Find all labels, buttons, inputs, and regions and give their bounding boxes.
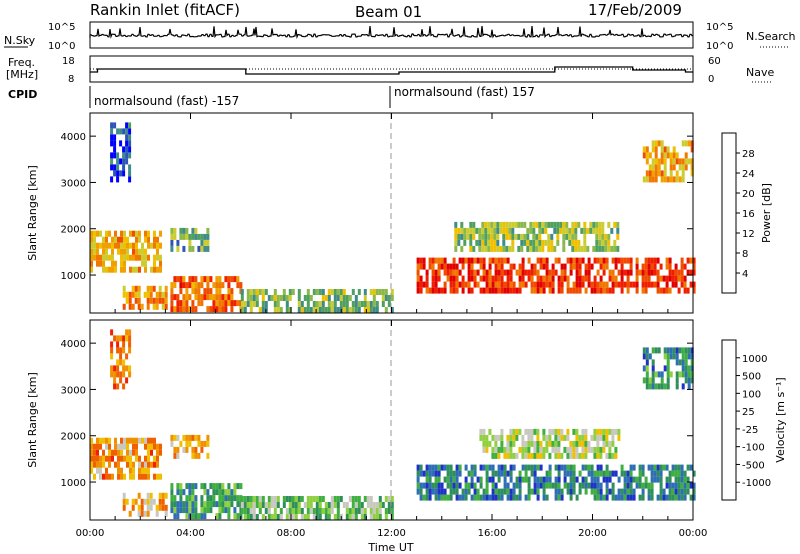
nave-label: Nave <box>746 66 774 79</box>
velocity-colorbar-label: Velocity [m s⁻¹] <box>774 377 787 462</box>
velocity-colorbar-tick: 25 <box>742 407 755 418</box>
nsky-tick-top: 10^5 <box>48 22 75 33</box>
nsearch-tick-top: 10^5 <box>706 22 733 33</box>
nsky-label: N.Sky <box>4 34 36 47</box>
time-xlabel: Time UT <box>367 541 413 554</box>
power-colorbar-tick: 16 <box>742 209 755 220</box>
power-ylabel: Slant Range [km] <box>26 165 39 261</box>
velocity-colorbar-tick: -100 <box>742 443 765 454</box>
power-colorbar-tick: 24 <box>742 169 755 180</box>
nsearch-tick-bottom: 10^0 <box>706 41 733 52</box>
nsearch-label: N.Search <box>746 30 796 43</box>
velocity-ylabel: Slant Range [km] <box>26 372 39 468</box>
velocity-patch <box>90 437 162 480</box>
velocity-panel: 1000 2000 3000 4000 Slant Range [km] 1000 50… <box>26 319 787 521</box>
freq-tick-top: 18 <box>62 56 75 67</box>
velocity-colorbar-tick: 500 <box>742 372 761 383</box>
power-patch <box>170 276 243 313</box>
power-patch <box>454 221 620 252</box>
velocity-patch <box>240 496 394 520</box>
power-colorbar: 28 24 20 16 12 8 4 <box>721 132 755 294</box>
velocity-ytick-label: 2000 <box>61 432 86 443</box>
power-colorbar-label: Power [dB] <box>760 183 773 243</box>
velocity-patch <box>479 428 621 459</box>
velocity-patch <box>416 464 696 501</box>
velocity-ytick-label: 4000 <box>61 339 86 350</box>
power-ytick-label: 4000 <box>61 132 86 143</box>
cpid-label: CPID <box>8 88 37 101</box>
time-tick-label: 00:00 <box>679 528 708 539</box>
velocity-ytick-label: 1000 <box>61 478 86 489</box>
power-ytick-label: 1000 <box>61 271 86 282</box>
freq-trace <box>90 66 693 75</box>
freq-tick-bottom: 8 <box>68 74 74 85</box>
power-ytick-label: 3000 <box>61 178 86 189</box>
velocity-patch <box>170 483 243 520</box>
velocity-colorbar-tick: -500 <box>742 460 765 471</box>
velocity-patch <box>122 492 168 517</box>
time-axis: 00:00 04:00 08:00 12:00 16:00 20:00 00:00 <box>76 113 708 539</box>
velocity-colorbar: 1000 500 100 25 -25 -100 -500 -1000 <box>721 339 771 501</box>
velocity-patch <box>642 347 694 390</box>
power-colorbar-tick: 28 <box>742 149 755 160</box>
power-patch <box>122 285 168 310</box>
power-patch <box>90 230 162 273</box>
nave-tick-top: 60 <box>708 56 721 67</box>
power-colorbar-tick: 20 <box>742 189 755 200</box>
time-tick-label: 20:00 <box>578 528 607 539</box>
velocity-colorbar-tick: -25 <box>742 425 758 436</box>
power-colorbar-tick: 4 <box>742 269 748 280</box>
freq-label: Freq. <box>8 56 35 69</box>
power-patch <box>170 227 210 252</box>
freq-unit-label: [MHz] <box>6 68 38 81</box>
velocity-colorbar-tick: 1000 <box>742 354 767 365</box>
cpid-left-text: normalsound (fast) -157 <box>94 94 239 108</box>
power-patch <box>110 122 132 183</box>
power-ytick-label: 2000 <box>61 225 86 236</box>
velocity-patch <box>170 434 210 459</box>
velocity-ytick-label: 3000 <box>61 385 86 396</box>
beam-title: Beam 01 <box>355 3 422 21</box>
time-tick-label: 04:00 <box>176 528 205 539</box>
power-patch <box>642 140 694 183</box>
time-tick-label: 08:00 <box>277 528 306 539</box>
time-tick-label: 16:00 <box>478 528 507 539</box>
time-tick-label: 12:00 <box>377 528 406 539</box>
velocity-patch <box>110 329 132 390</box>
power-patch <box>240 289 394 313</box>
nave-tick-bottom: 0 <box>708 74 714 85</box>
velocity-colorbar-tick: 100 <box>742 389 761 400</box>
date-title: 17/Feb/2009 <box>588 1 682 19</box>
power-panel: 1000 2000 3000 4000 Slant Range [km] 28 24 20… <box>26 112 773 314</box>
power-colorbar-tick: 8 <box>742 249 748 260</box>
nsky-trace <box>89 25 693 40</box>
cpid-right-text: normalsound (fast) 157 <box>394 85 535 99</box>
power-colorbar-tick: 12 <box>742 229 755 240</box>
station-title: Rankin Inlet (fitACF) <box>90 1 240 19</box>
power-patch <box>416 257 696 294</box>
nsky-tick-bottom: 10^0 <box>48 41 75 52</box>
time-tick-label: 00:00 <box>76 528 105 539</box>
velocity-colorbar-tick: -1000 <box>742 478 771 489</box>
